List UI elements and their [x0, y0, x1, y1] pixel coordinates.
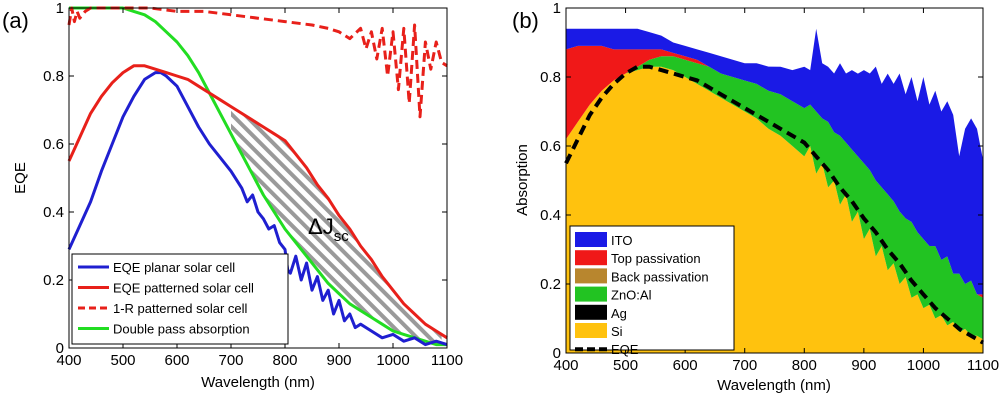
panel-a: (a) 400 500 600 700 800 900 1000 1100 0 0.2 0.4 0.…: [2, 0, 463, 391]
x-tick-label: 600: [673, 357, 698, 374]
x-tick-label: 700: [732, 357, 757, 374]
panel-a-axes-box: [68, 7, 448, 349]
x-tick-label: 500: [110, 352, 135, 369]
series-line-double-pass-absorption: [69, 6, 447, 347]
legend-label: Ag: [611, 306, 627, 321]
x-tick-label: 500: [613, 357, 638, 374]
x-tick-label: 400: [56, 352, 81, 369]
x-tick-label: 400: [553, 357, 578, 374]
area-top-passivation: [566, 45, 983, 298]
y-tick-label: 0.6: [540, 138, 561, 155]
y-tick-label: 0: [553, 345, 561, 362]
x-tick-label: 600: [164, 352, 189, 369]
x-tick-label: 800: [792, 357, 817, 374]
x-tick-label: 900: [851, 357, 876, 374]
legend-label: EQE patterned solar cell: [113, 281, 254, 296]
legend-swatch-back-passivation: [575, 268, 607, 284]
panel-a-y-ticks: 0 0.2 0.4 0.6 0.8 1: [43, 0, 447, 357]
series-line-eqe: [564, 64, 984, 345]
area-ito: [566, 28, 983, 295]
x-tick-label: 800: [272, 352, 297, 369]
legend-swatch-ito: [575, 232, 607, 247]
y-tick-label: 0.2: [43, 272, 64, 289]
panel-b-y-axis-label: Absorption: [514, 144, 531, 216]
panel-b-x-axis-label: Wavelength (nm): [717, 377, 831, 394]
x-tick-label: 1000: [376, 352, 409, 369]
panel-a-y-axis-label: EQE: [12, 162, 29, 194]
panel-b-axes-box: [565, 7, 984, 354]
series-line-eqe-planar-solar-cell: [67, 71, 448, 347]
series-line-1-r-patterned-solar-cell: [67, 6, 448, 119]
legend-label: Si: [611, 324, 623, 339]
panel-a-label: (a): [2, 8, 29, 33]
legend-swatch-ag: [575, 304, 607, 320]
legend-label: ITO: [611, 233, 632, 248]
x-tick-label: 1100: [967, 357, 999, 374]
legend-label: Back passivation: [611, 269, 709, 284]
annotation-main: ΔJ: [308, 214, 334, 239]
panel-b-label: (b): [512, 8, 539, 33]
legend-swatch-zno-al: [575, 286, 607, 302]
y-tick-label: 0.6: [43, 136, 64, 153]
area-zno-al: [566, 56, 983, 340]
y-tick-label: 1: [553, 0, 561, 17]
legend-swatch-si: [575, 323, 607, 338]
x-tick-label: 1100: [431, 352, 463, 369]
series-line-eqe-patterned-solar-cell: [67, 64, 448, 340]
panel-a-x-axis-label: Wavelength (nm): [201, 374, 315, 391]
y-tick-label: 0.4: [43, 204, 64, 221]
delta-jsc-hatched-region: [231, 106, 442, 345]
legend-swatch-top-passivation: [575, 250, 607, 266]
panel-b-x-ticks: 400 500 600 700 800 900 1000 1100: [553, 8, 999, 374]
x-tick-label: 900: [326, 352, 351, 369]
legend-label: Double pass absorption: [113, 322, 250, 337]
panel-a-x-ticks: 400 500 600 700 800 900 1000 1100: [56, 8, 463, 369]
y-tick-label: 1: [56, 0, 64, 17]
annotation-sub: sc: [334, 228, 350, 245]
legend-label: EQE: [611, 342, 639, 357]
panel-a-annotation: ΔJsc: [308, 214, 349, 245]
panel-a-shaded-region: [231, 106, 442, 345]
legend-label: EQE planar solar cell: [113, 260, 235, 275]
panel-b-legend: ITO Top passivation Back passivation ZnO:Al…: [569, 225, 735, 357]
legend-label: Top passivation: [611, 251, 701, 266]
y-tick-label: 0.8: [540, 69, 561, 86]
legend-label: ZnO:Al: [611, 288, 652, 303]
x-tick-label: 1000: [907, 357, 940, 374]
panel-b-lines: [564, 64, 984, 345]
legend-label: 1-R patterned solar cell: [113, 301, 248, 316]
x-tick-label: 700: [218, 352, 243, 369]
panel-b-y-ticks: 0 0.2 0.4 0.6 0.8 1: [540, 0, 983, 362]
panel-a-legend: EQE planar solar cell EQE patterned solar…: [71, 253, 289, 345]
y-tick-label: 0: [56, 340, 64, 357]
y-tick-label: 0.4: [540, 207, 561, 224]
y-tick-label: 0.8: [43, 68, 64, 85]
panel-b: (b) 400 500 600 700 800 900 1000 1100 0 0.2 0.4 0.…: [512, 0, 999, 394]
y-tick-label: 0.2: [540, 276, 561, 293]
